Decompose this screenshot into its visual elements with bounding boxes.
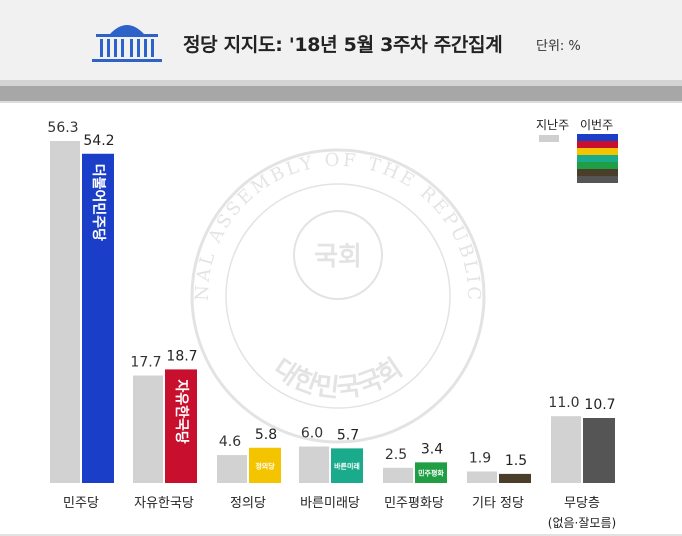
value-label-current-7: 10.7 <box>584 397 615 413</box>
chart-title: 정당 지지도: '18년 5월 3주차 주간집계 <box>183 34 503 56</box>
legend-current-stripe-6 <box>577 169 618 176</box>
category-label-6: 기타 정당 <box>472 496 524 511</box>
bar-current-2 <box>165 369 197 483</box>
party-logo-1: 더불어민주당 <box>90 164 107 241</box>
legend-swatch-previous <box>539 135 559 142</box>
value-label-current-4: 5.7 <box>337 427 359 443</box>
value-label-previous-5: 2.5 <box>385 447 407 463</box>
party-logo-4: 바른미래 <box>334 462 360 471</box>
category-label-4: 바른미래당 <box>300 496 360 511</box>
value-label-previous-4: 6.0 <box>301 426 323 442</box>
bar-previous-3 <box>217 455 247 483</box>
legend-current-stripe-3 <box>577 148 618 155</box>
bar-previous-2 <box>133 375 163 483</box>
legend-current-stripe-1 <box>577 134 618 141</box>
category-label-2: 자유한국당 <box>134 496 194 511</box>
value-label-previous-3: 4.6 <box>219 434 241 450</box>
bar-current-7 <box>583 418 615 483</box>
value-label-previous-6: 1.9 <box>469 450 491 466</box>
watermark-center-text: 국회 <box>314 242 362 272</box>
party-logo-5: 민주평화 <box>418 469 444 478</box>
chart-header: 정당 지지도: '18년 5월 3주차 주간집계 단위: % <box>0 0 682 80</box>
bar-current-1 <box>82 153 114 484</box>
bar-previous-7 <box>551 416 581 483</box>
value-label-previous-7: 11.0 <box>548 395 579 411</box>
legend-label-current: 이번주 <box>580 118 614 132</box>
value-label-previous-2: 17.7 <box>130 354 161 370</box>
bar-previous-4 <box>299 446 329 483</box>
value-label-current-2: 18.7 <box>166 348 197 364</box>
header-band-light <box>0 80 682 86</box>
value-label-current-5: 3.4 <box>421 441 443 457</box>
legend-current-stripe-5 <box>577 162 618 169</box>
legend-label-previous: 지난주 <box>536 118 570 132</box>
bar-current-5 <box>415 462 447 483</box>
header-band-dark <box>0 86 682 101</box>
value-label-current-3: 5.8 <box>255 427 277 443</box>
category-sublabel-7: (없음·잘모름) <box>548 516 616 530</box>
legend-current-stripe-4 <box>577 155 618 162</box>
category-label-5: 민주평화당 <box>384 496 444 511</box>
party-logo-2: 자유한국당 <box>173 379 190 444</box>
party-logo-3: 정의당 <box>255 461 275 470</box>
category-label-1: 민주당 <box>63 496 99 511</box>
bar-previous-1 <box>50 141 80 483</box>
legend-current-stripe-7 <box>577 176 618 183</box>
value-label-current-1: 54.2 <box>83 133 114 149</box>
value-label-previous-1: 56.3 <box>47 120 78 136</box>
legend-swatch-current <box>577 134 618 183</box>
value-label-current-6: 1.5 <box>505 453 527 469</box>
frame-bottom-border <box>0 534 682 536</box>
bar-previous-5 <box>383 467 413 483</box>
bar-current-3 <box>249 447 281 483</box>
category-label-3: 정의당 <box>230 496 266 511</box>
category-label-7: 무당층 <box>564 496 600 511</box>
national-assembly-logo <box>92 25 162 62</box>
unit-label: 단위: % <box>536 39 581 54</box>
header-band-under <box>0 101 682 103</box>
bar-current-6 <box>499 473 531 483</box>
bar-current-4 <box>331 448 363 483</box>
bar-previous-6 <box>467 471 497 483</box>
legend-current-stripe-2 <box>577 141 618 148</box>
